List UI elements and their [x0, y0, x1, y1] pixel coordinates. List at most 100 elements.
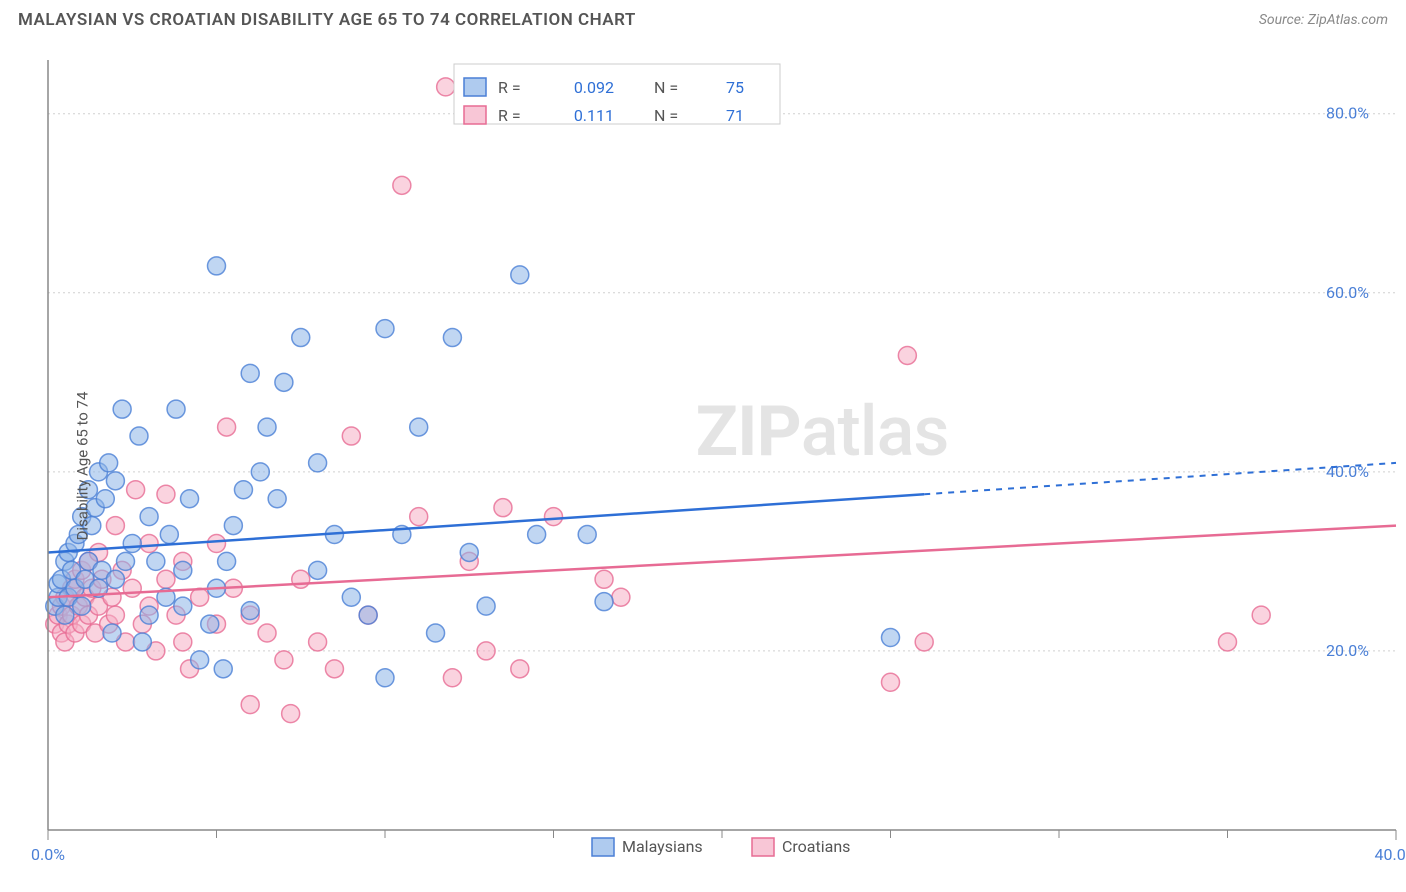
data-point-blue	[376, 669, 394, 687]
legend-swatch-pink	[464, 106, 486, 124]
data-point-pink	[494, 499, 512, 517]
data-point-pink	[140, 534, 158, 552]
data-point-blue	[133, 633, 151, 651]
data-point-pink	[208, 534, 226, 552]
data-point-pink	[511, 660, 529, 678]
bottom-legend-label: Malaysians	[622, 837, 703, 856]
data-point-pink	[191, 588, 209, 606]
data-point-pink	[275, 651, 293, 669]
data-point-pink	[915, 633, 933, 651]
data-point-pink	[106, 517, 124, 535]
data-point-blue	[427, 624, 445, 642]
legend-r-value: 0.111	[574, 106, 614, 125]
data-point-pink	[157, 485, 175, 503]
data-point-blue	[123, 534, 141, 552]
data-point-pink	[123, 579, 141, 597]
data-point-blue	[140, 606, 158, 624]
data-point-blue	[342, 588, 360, 606]
data-point-pink	[1219, 633, 1237, 651]
data-point-pink	[393, 176, 411, 194]
legend-swatch-blue	[464, 78, 486, 96]
chart-source: Source: ZipAtlas.com	[1259, 12, 1388, 28]
data-point-blue	[528, 526, 546, 544]
data-point-blue	[376, 320, 394, 338]
data-point-pink	[157, 570, 175, 588]
data-point-pink	[218, 418, 236, 436]
data-point-pink	[258, 624, 276, 642]
data-point-blue	[309, 561, 327, 579]
data-point-blue	[56, 606, 74, 624]
y-tick-label: 40.0%	[1326, 462, 1369, 481]
data-point-blue	[268, 490, 286, 508]
y-tick-label: 80.0%	[1326, 104, 1369, 123]
data-point-pink	[437, 78, 455, 96]
x-tick-label: 40.0%	[1375, 845, 1406, 864]
data-point-blue	[443, 329, 461, 347]
data-point-pink	[241, 696, 259, 714]
data-point-blue	[130, 427, 148, 445]
legend-n-label: N =	[654, 106, 678, 125]
y-tick-label: 60.0%	[1326, 283, 1369, 302]
scatter-chart: 20.0% 40.0% 60.0% 80.0% ZIPatlas 0.0% 40.0% R =…	[0, 40, 1406, 892]
data-point-blue	[96, 490, 114, 508]
data-point-pink	[342, 427, 360, 445]
data-point-pink	[282, 705, 300, 723]
data-point-blue	[241, 364, 259, 382]
trend-line-pink	[48, 526, 1396, 598]
data-point-blue	[241, 602, 259, 620]
data-point-pink	[292, 570, 310, 588]
watermark: ZIPatlas	[696, 391, 949, 473]
data-point-blue	[73, 597, 91, 615]
legend-r-label: R =	[498, 106, 521, 125]
data-point-blue	[882, 629, 900, 647]
data-point-blue	[258, 418, 276, 436]
data-point-blue	[103, 624, 121, 642]
x-tick-label: 0.0%	[31, 845, 65, 864]
data-point-blue	[234, 481, 252, 499]
bottom-legend-swatch-blue	[592, 838, 614, 856]
data-point-blue	[275, 373, 293, 391]
data-point-pink	[325, 660, 343, 678]
data-point-blue	[191, 651, 209, 669]
data-point-pink	[309, 633, 327, 651]
y-tick-label: 20.0%	[1326, 641, 1369, 660]
data-point-blue	[251, 463, 269, 481]
data-point-blue	[140, 508, 158, 526]
data-point-blue	[309, 454, 327, 472]
data-point-blue	[578, 526, 596, 544]
data-point-blue	[214, 660, 232, 678]
data-point-blue	[477, 597, 495, 615]
data-point-pink	[410, 508, 428, 526]
data-point-blue	[106, 570, 124, 588]
data-point-pink	[106, 606, 124, 624]
legend-n-label: N =	[654, 78, 678, 97]
legend-r-label: R =	[498, 78, 521, 97]
data-point-blue	[181, 490, 199, 508]
bottom-legend-swatch-pink	[752, 838, 774, 856]
data-point-blue	[174, 597, 192, 615]
data-point-blue	[106, 472, 124, 490]
data-point-blue	[117, 552, 135, 570]
trend-line-blue	[48, 494, 924, 552]
data-point-pink	[174, 633, 192, 651]
data-point-blue	[511, 266, 529, 284]
data-point-blue	[113, 400, 131, 418]
data-point-blue	[224, 517, 242, 535]
data-point-blue	[167, 400, 185, 418]
data-point-blue	[160, 526, 178, 544]
data-point-blue	[218, 552, 236, 570]
data-point-blue	[100, 454, 118, 472]
y-axis-label: Disability Age 65 to 74	[73, 392, 91, 541]
data-point-pink	[898, 346, 916, 364]
data-point-pink	[1252, 606, 1270, 624]
data-point-blue	[174, 561, 192, 579]
chart-header: MALAYSIAN VS CROATIAN DISABILITY AGE 65 …	[0, 0, 1406, 36]
data-point-pink	[882, 673, 900, 691]
data-point-pink	[595, 570, 613, 588]
legend-r-value: 0.092	[574, 78, 614, 97]
data-point-pink	[545, 508, 563, 526]
chart-container: Disability Age 65 to 74 20.0% 40.0% 60.0% 8…	[0, 40, 1406, 892]
bottom-legend-label: Croatians	[782, 837, 850, 856]
chart-title: MALAYSIAN VS CROATIAN DISABILITY AGE 65 …	[18, 10, 636, 30]
data-point-blue	[147, 552, 165, 570]
